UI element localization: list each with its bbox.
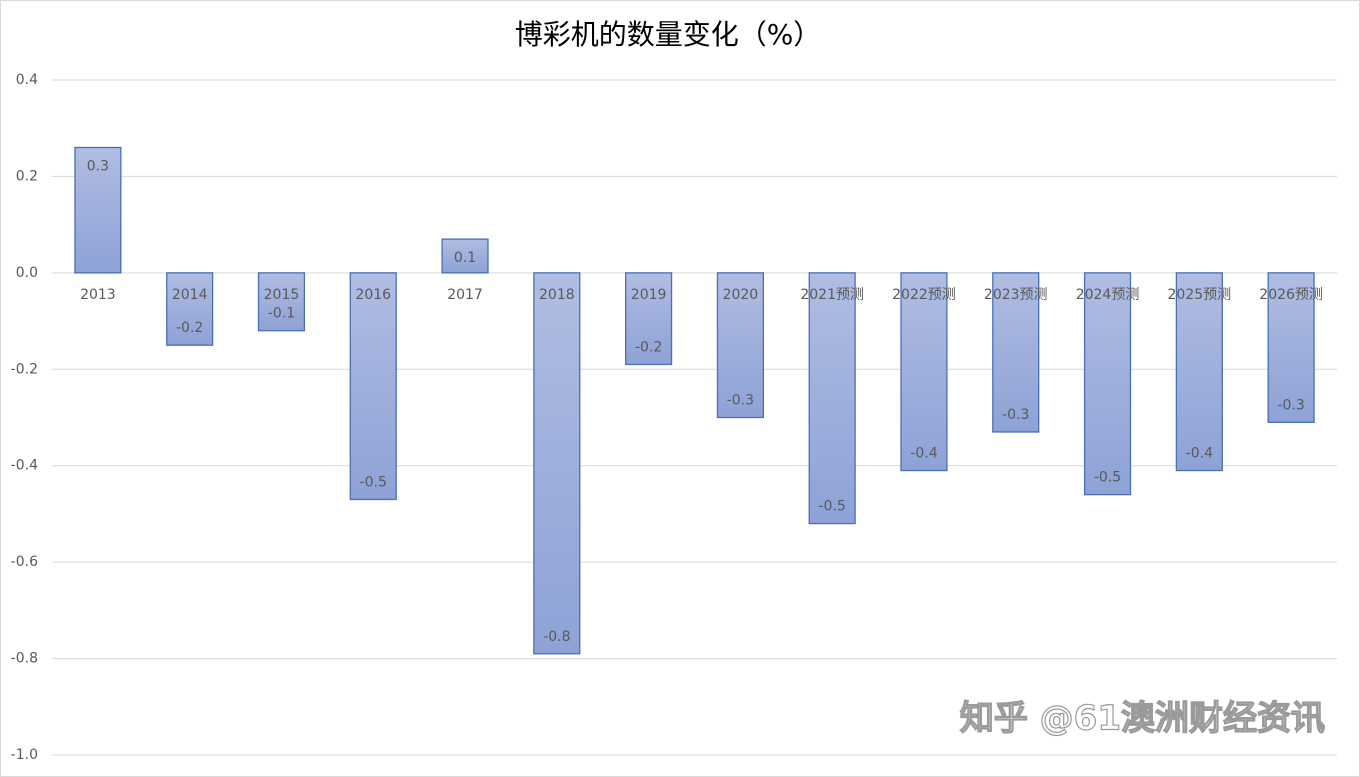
x-tick-label: 2023预测 — [984, 287, 1048, 303]
data-label: -0.2 — [635, 339, 662, 355]
bar — [992, 272, 1040, 433]
data-label: -0.8 — [543, 629, 570, 645]
y-tick-label: 0.2 — [16, 168, 38, 184]
data-label: -0.3 — [727, 393, 754, 409]
y-tick-label: -0.2 — [11, 361, 38, 377]
bar — [808, 272, 856, 525]
data-label: -0.5 — [1094, 470, 1121, 486]
x-tick-label: 2017 — [447, 287, 483, 303]
bar — [625, 272, 673, 366]
bar — [900, 272, 948, 472]
bar — [166, 272, 214, 346]
data-label: -0.5 — [819, 499, 846, 515]
y-tick-label: 0.0 — [16, 265, 38, 281]
x-tick-label: 2014 — [172, 287, 208, 303]
data-label: -0.5 — [360, 474, 387, 490]
y-tick-label: -0.6 — [11, 554, 38, 570]
data-label: -0.2 — [176, 320, 203, 336]
x-tick-label: 2018 — [539, 287, 575, 303]
bar — [716, 272, 764, 419]
bar — [349, 272, 397, 501]
data-label: -0.1 — [268, 306, 295, 322]
data-label: 0.3 — [87, 159, 109, 175]
y-tick-label: -0.4 — [11, 458, 38, 474]
data-label: -0.3 — [1277, 397, 1304, 413]
bar — [74, 146, 122, 274]
watermark: 知乎 @61澳洲财经资讯 — [960, 699, 1325, 739]
x-tick-label: 2020 — [723, 287, 759, 303]
bar — [257, 272, 306, 332]
data-label: 0.1 — [454, 250, 476, 266]
grid: 0.4 0.2 0.0 -0.2 -0.4 -0.6 -0.8 -1.0 — [11, 72, 1337, 763]
x-tick-label: 2025预测 — [1168, 287, 1232, 303]
x-tick-label: 2021预测 — [800, 287, 864, 303]
y-tick-label: -1.0 — [11, 747, 38, 763]
x-tick-label: 2024预测 — [1076, 287, 1140, 303]
bars: 0.3 2013 -0.2 2014 -0.1 2015 -0.5 2016 0.1 2017 -0… — [74, 146, 1323, 655]
x-tick-label: 2016 — [355, 287, 391, 303]
bar — [533, 272, 581, 655]
data-label: -0.3 — [1002, 407, 1029, 423]
bar — [1175, 272, 1223, 472]
y-tick-label: -0.8 — [11, 651, 38, 667]
bar — [441, 238, 489, 274]
x-tick-label: 2015 — [264, 287, 300, 303]
x-tick-label: 2013 — [80, 287, 116, 303]
x-tick-label: 2026预测 — [1259, 287, 1323, 303]
y-tick-label: 0.4 — [16, 72, 38, 88]
bar — [1083, 272, 1132, 496]
bar — [1267, 272, 1315, 423]
chart-title: 博彩机的数量变化（%） — [515, 18, 822, 51]
x-tick-label: 2022预测 — [892, 287, 956, 303]
data-label: -0.4 — [910, 446, 937, 462]
data-label: -0.4 — [1186, 446, 1213, 462]
x-tick-label: 2019 — [631, 287, 667, 303]
